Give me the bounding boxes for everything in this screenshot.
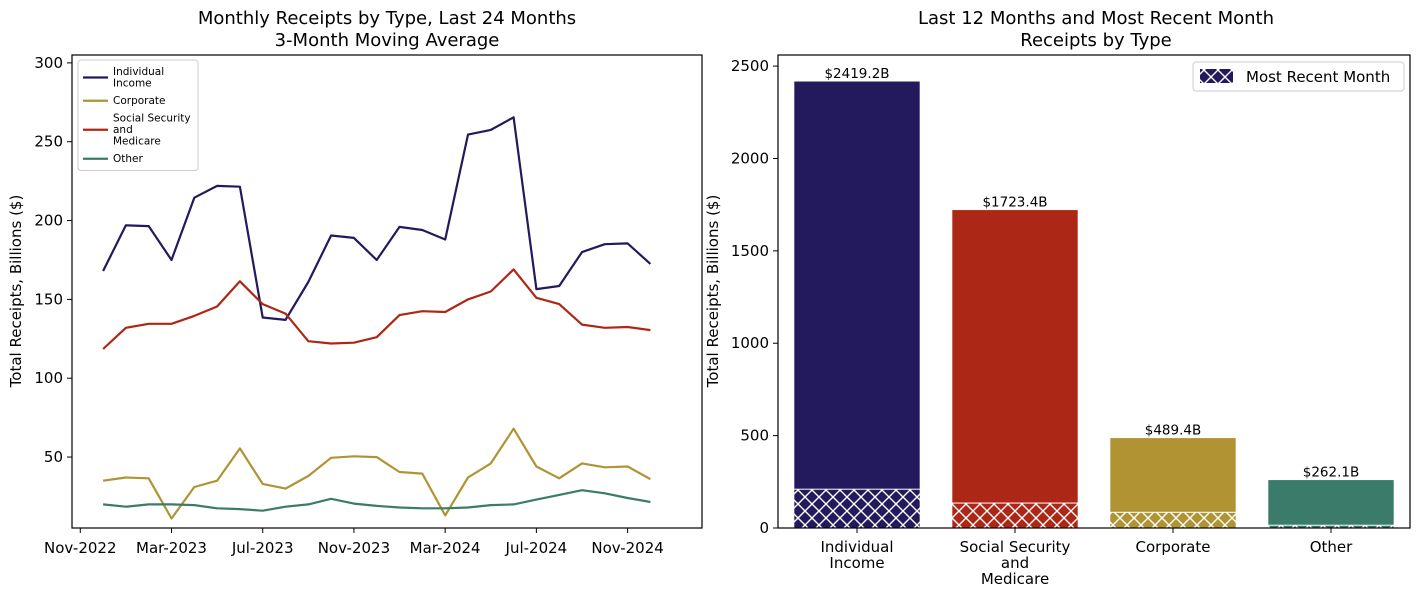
bar-chart-subtitle: Receipts by Type bbox=[1020, 30, 1171, 51]
bar-recent-hatch bbox=[1109, 512, 1237, 528]
bar-data-label: $262.1B bbox=[1303, 465, 1360, 481]
bar-chart-frame bbox=[777, 54, 1411, 529]
x-tick-label: Mar-2024 bbox=[410, 539, 481, 557]
x-tick-label: Nov-2024 bbox=[591, 539, 663, 557]
bar-chart-ylabel: Total Receipts, Billions ($) bbox=[704, 195, 722, 389]
x-tick-label: and bbox=[1001, 554, 1029, 572]
legend-label: Other bbox=[113, 153, 143, 165]
bar-recent-hatch bbox=[951, 503, 1079, 528]
line-chart-subtitle: 3-Month Moving Average bbox=[275, 30, 500, 51]
y-tick-label: 0 bbox=[759, 519, 769, 537]
legend-label: Most Recent Month bbox=[1246, 68, 1390, 86]
x-tick-label: Nov-2023 bbox=[318, 539, 390, 557]
legend-label: Medicare bbox=[113, 136, 161, 148]
bar-recent-hatch bbox=[1267, 525, 1395, 528]
bar-data-label: $2419.2B bbox=[824, 66, 889, 82]
y-tick-label: 2000 bbox=[731, 149, 769, 167]
legend-label: Income bbox=[113, 78, 152, 90]
x-tick-label: Medicare bbox=[981, 570, 1049, 588]
legend-label: and bbox=[113, 124, 133, 136]
x-tick-label: Income bbox=[829, 554, 884, 572]
line-chart-series bbox=[102, 116, 652, 520]
bar-chart-title: Last 12 Months and Most Recent Month bbox=[918, 8, 1274, 29]
bar-recent-hatch bbox=[793, 489, 921, 528]
legend-label: Corporate bbox=[113, 95, 166, 107]
line-chart-ticks: 50 100 150 200 250 300 Nov-2022 Mar-2023 Jul-202… bbox=[34, 54, 663, 557]
y-tick-label: 1000 bbox=[731, 334, 769, 352]
bar-chart-bars: $2419.2B $1723.4B $489.4B $262.1B bbox=[793, 66, 1395, 529]
bar-total bbox=[793, 80, 921, 529]
bar-total bbox=[951, 209, 1079, 529]
x-tick-label: Social Security bbox=[960, 538, 1071, 556]
line-chart-frame bbox=[71, 54, 703, 529]
series-line-social_security bbox=[102, 268, 651, 350]
x-tick-label: Individual bbox=[820, 538, 893, 556]
series-line-other bbox=[102, 489, 651, 512]
bar-total bbox=[1267, 479, 1395, 529]
y-tick-label: 1500 bbox=[731, 242, 769, 260]
line-chart: Monthly Receipts by Type, Last 24 Months… bbox=[7, 8, 703, 557]
y-tick-label: 500 bbox=[740, 427, 769, 445]
bar-chart: Last 12 Months and Most Recent Month Rec… bbox=[704, 8, 1411, 588]
x-tick-label: Corporate bbox=[1136, 538, 1211, 556]
line-chart-ylabel: Total Receipts, Billions ($) bbox=[7, 195, 25, 389]
x-tick-label: Jul-2024 bbox=[505, 539, 568, 557]
legend-swatch-hatch bbox=[1200, 69, 1233, 83]
legend-label: Individual bbox=[113, 66, 164, 78]
y-tick-label: 200 bbox=[34, 212, 63, 230]
legend-box bbox=[1192, 61, 1405, 92]
y-tick-label: 300 bbox=[34, 54, 63, 72]
x-tick-label: Jul-2023 bbox=[231, 539, 294, 557]
legend-label: Social Security bbox=[113, 113, 191, 125]
y-tick-label: 100 bbox=[34, 369, 63, 387]
bar-data-label: $489.4B bbox=[1145, 423, 1202, 439]
x-tick-label: Mar-2023 bbox=[136, 539, 207, 557]
bar-chart-legend[interactable]: Most Recent Month bbox=[1192, 61, 1405, 92]
legend-box bbox=[77, 59, 199, 171]
y-tick-label: 150 bbox=[34, 290, 63, 308]
y-tick-label: 250 bbox=[34, 133, 63, 151]
x-tick-label: Nov-2022 bbox=[44, 539, 116, 557]
y-tick-label: 2500 bbox=[731, 57, 769, 75]
x-tick-label: Other bbox=[1310, 538, 1353, 556]
y-tick-label: 50 bbox=[44, 448, 63, 466]
series-line-corporate bbox=[102, 427, 651, 520]
series-line-individual bbox=[102, 116, 652, 321]
line-chart-title: Monthly Receipts by Type, Last 24 Months bbox=[198, 8, 576, 29]
bar-data-label: $1723.4B bbox=[982, 195, 1047, 211]
